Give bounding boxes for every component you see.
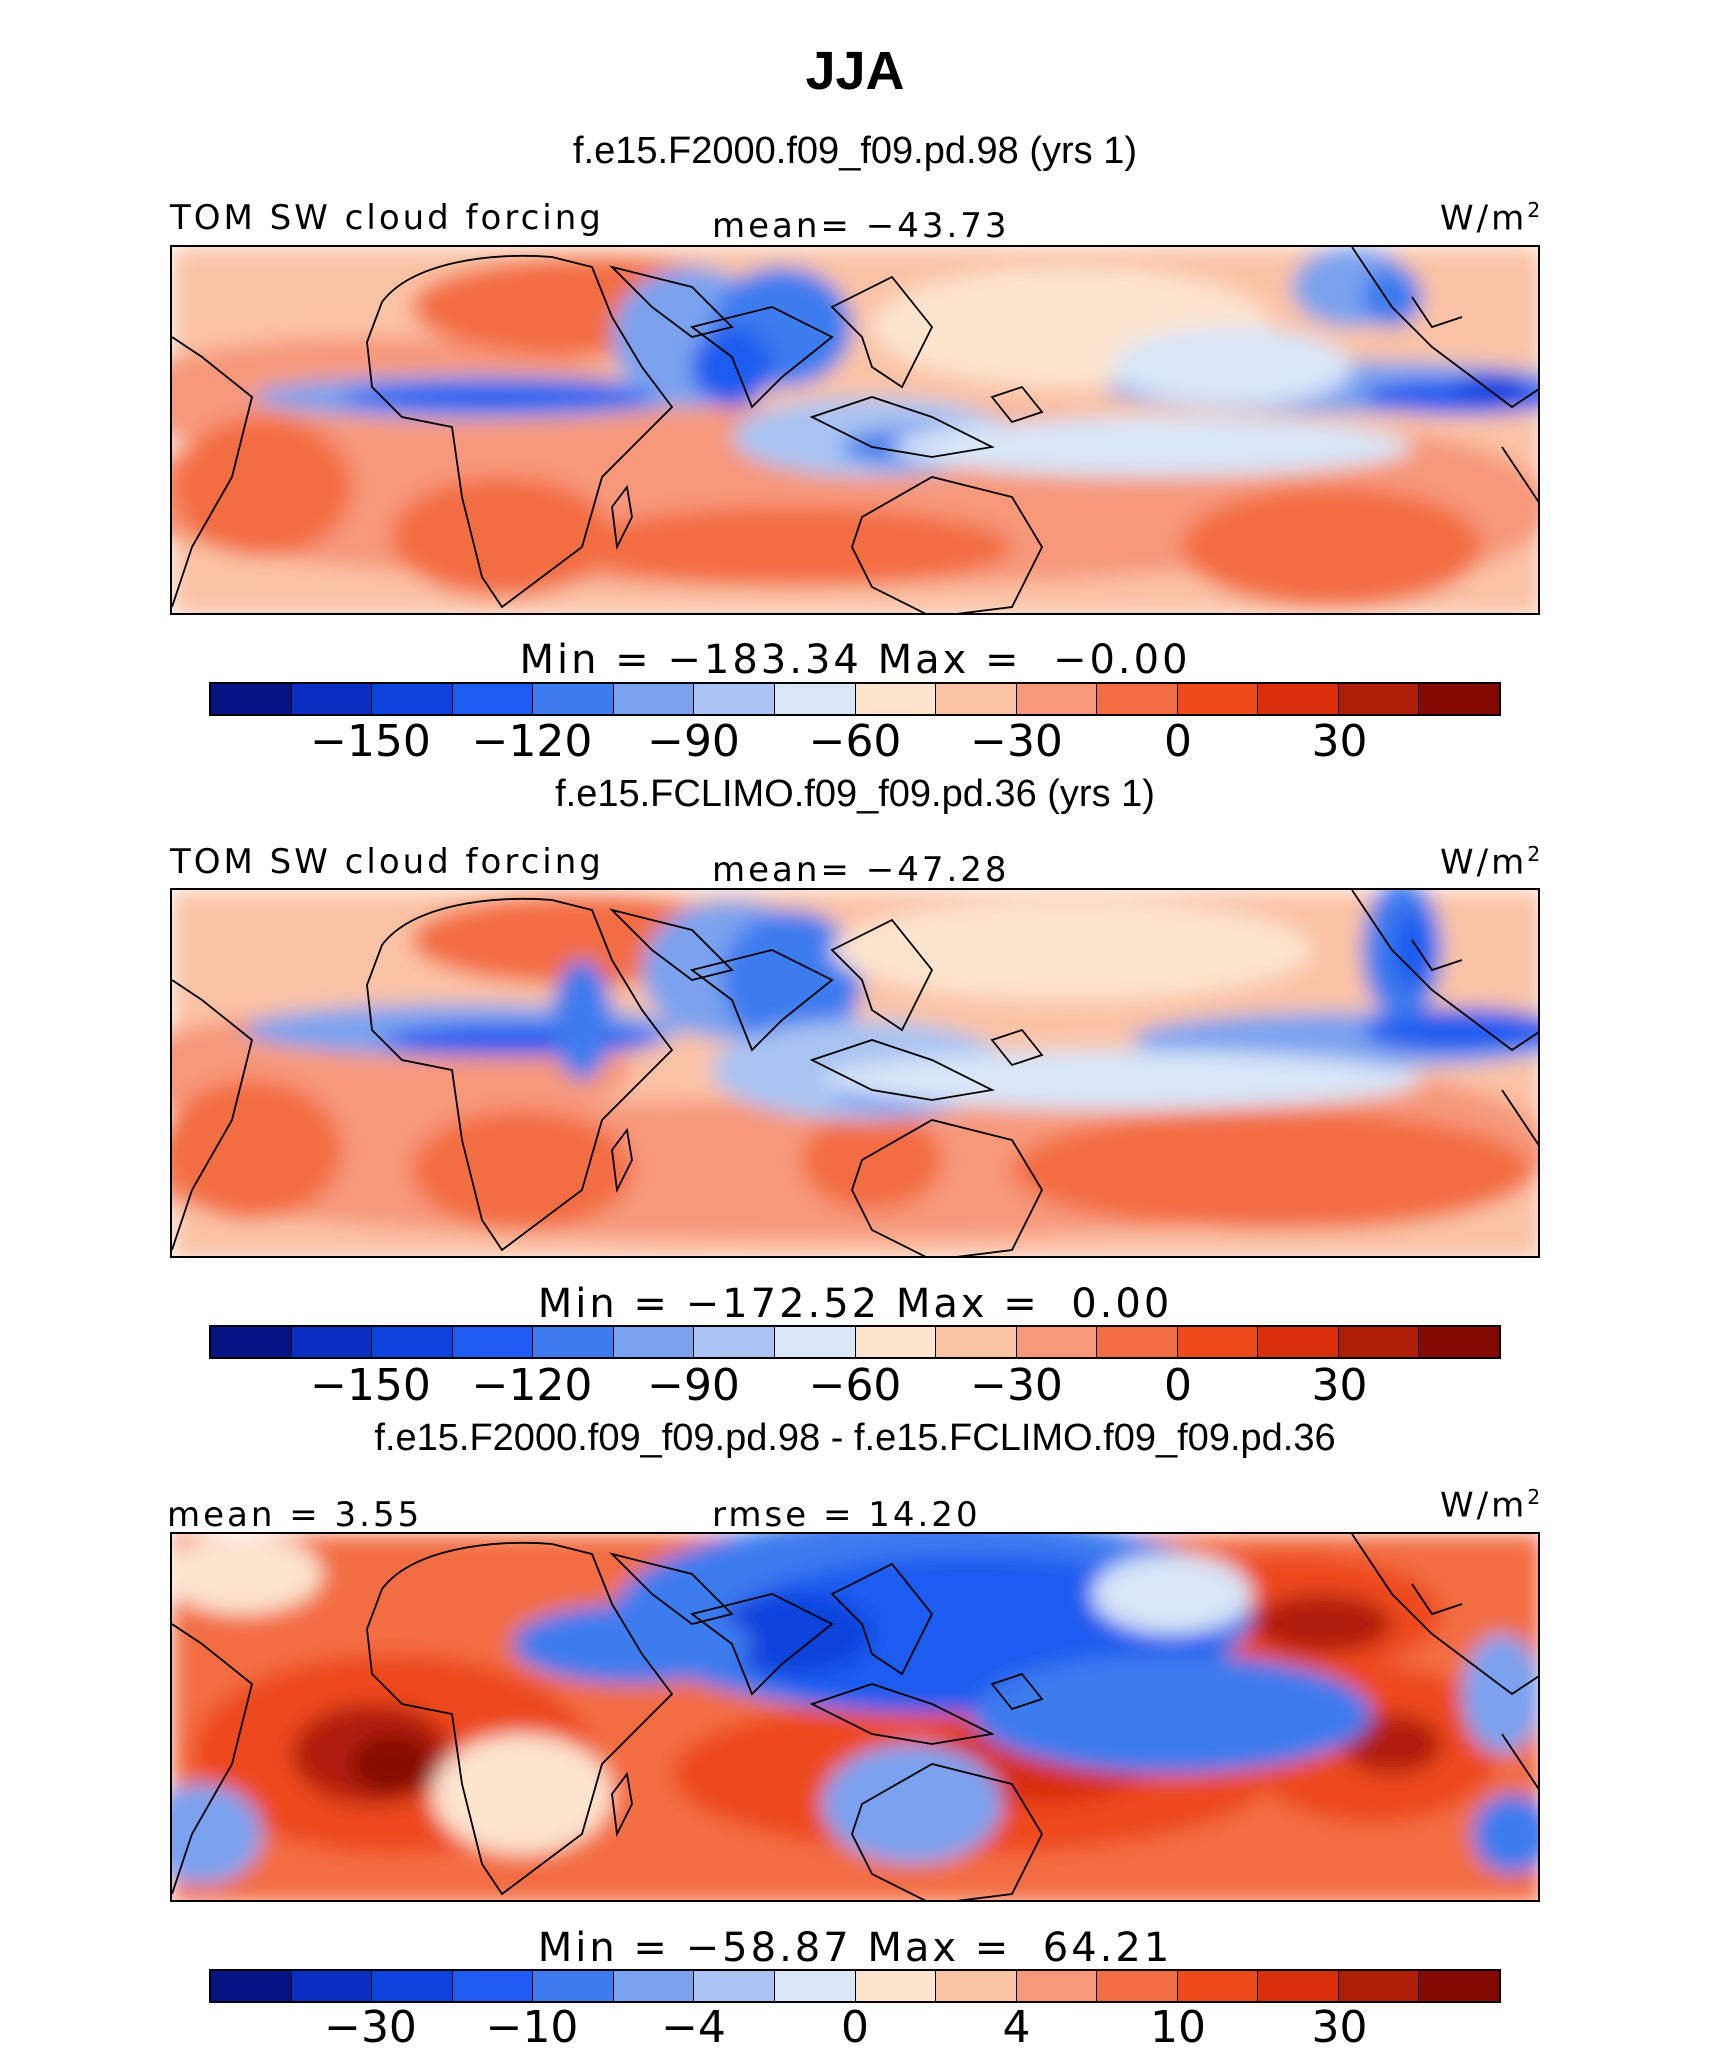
colorbar-tick-label: −150	[310, 1360, 431, 1411]
colorbar-swatch	[936, 1971, 1017, 2001]
panel-3-colorbar	[209, 1969, 1501, 2003]
colorbar-swatch	[1338, 684, 1420, 714]
colorbar-swatch	[1258, 684, 1339, 714]
panel-1-mean-label: mean= −43.73	[712, 206, 1010, 246]
colorbar-tick-label: −60	[808, 1360, 902, 1411]
colorbar-swatch	[211, 1327, 292, 1357]
map-field	[172, 890, 1538, 1256]
colorbar-swatch	[452, 1971, 534, 2001]
colorbar-tick-label: −60	[808, 716, 902, 767]
panel-1-minmax: Min = −183.34 Max = −0.00	[519, 637, 1191, 683]
panel-1-units-label: W/m2	[1440, 198, 1544, 239]
colorbar-swatch	[1016, 684, 1098, 714]
panel-3-units-label: W/m2	[1440, 1485, 1544, 1526]
colorbar-swatch	[291, 1327, 373, 1357]
panel-2-variable-label: TOM SW cloud forcing	[170, 842, 604, 882]
coastlines	[172, 247, 1538, 613]
colorbar-swatch	[1258, 1971, 1339, 2001]
colorbar-tick-label: −150	[310, 716, 431, 767]
colorbar-tick-label: −30	[970, 1360, 1063, 1411]
colorbar-tick-label: 4	[1002, 2002, 1031, 2053]
colorbar-tick-label: 30	[1311, 716, 1368, 767]
colorbar-tick-label: −90	[647, 1360, 740, 1411]
panel-3-minmax: Min = −58.87 Max = 64.21	[537, 1925, 1173, 1971]
colorbar-swatch	[1177, 1971, 1259, 2001]
panel-3-map	[170, 1532, 1540, 1902]
colorbar-swatch	[936, 1327, 1017, 1357]
colorbar-swatch	[1097, 684, 1178, 714]
colorbar-swatch	[291, 1971, 373, 2001]
colorbar-swatch	[1016, 1327, 1098, 1357]
colorbar-swatch	[1419, 684, 1499, 714]
colorbar-tick-label: 10	[1150, 2002, 1206, 2053]
colorbar-tick-label: −30	[970, 716, 1063, 767]
colorbar-tick-label: 30	[1311, 1360, 1368, 1411]
colorbar-swatch	[1258, 1327, 1339, 1357]
colorbar-swatch	[533, 684, 614, 714]
colorbar-tick-label: 0	[1164, 716, 1192, 767]
colorbar-tick-label: −90	[647, 716, 740, 767]
colorbar-swatch	[533, 1327, 614, 1357]
colorbar-tick-label: −30	[324, 2002, 417, 2053]
colorbar-swatch	[372, 684, 453, 714]
colorbar-swatch	[613, 1327, 695, 1357]
colorbar-swatch	[1097, 1971, 1178, 2001]
colorbar-swatch	[855, 1971, 937, 2001]
panel-1-map	[170, 245, 1540, 615]
colorbar-swatch	[694, 684, 775, 714]
colorbar-swatch	[1419, 1327, 1499, 1357]
figure-title: JJA	[805, 41, 905, 101]
panel-2-units-label: W/m2	[1440, 842, 1544, 883]
colorbar-swatch	[694, 1327, 775, 1357]
colorbar-swatch	[1338, 1971, 1420, 2001]
colorbar-swatch	[1419, 1971, 1499, 2001]
colorbar-swatch	[533, 1971, 614, 2001]
colorbar-swatch	[452, 1327, 534, 1357]
colorbar-swatch	[372, 1327, 453, 1357]
panel-2-mean-label: mean= −47.28	[712, 850, 1010, 890]
panel-1-variable-label: TOM SW cloud forcing	[170, 198, 604, 238]
colorbar-tick-label: −10	[485, 2002, 579, 2053]
colorbar-swatch	[372, 1971, 453, 2001]
colorbar-swatch	[694, 1971, 775, 2001]
coastlines	[172, 890, 1538, 1256]
panel-3-mean-label: mean = 3.55	[167, 1495, 423, 1535]
colorbar-swatch	[774, 1971, 856, 2001]
colorbar-swatch	[291, 684, 373, 714]
panel-1-case-title: f.e15.F2000.f09_f09.pd.98 (yrs 1)	[572, 130, 1138, 172]
panel-2-case-title: f.e15.FCLIMO.f09_f09.pd.36 (yrs 1)	[555, 773, 1155, 815]
colorbar-tick-label: −4	[661, 2002, 726, 2053]
colorbar-swatch	[1177, 1327, 1259, 1357]
panel-1-colorbar	[209, 682, 1501, 716]
panel-3-rmse-label: rmse = 14.20	[712, 1495, 981, 1535]
map-field	[172, 1534, 1538, 1900]
colorbar-tick-label: 0	[1164, 1360, 1192, 1411]
colorbar-swatch	[774, 1327, 856, 1357]
colorbar-swatch	[1016, 1971, 1098, 2001]
colorbar-swatch	[1177, 684, 1259, 714]
colorbar-swatch	[211, 1971, 292, 2001]
colorbar-tick-label: −120	[471, 716, 593, 767]
colorbar-swatch	[936, 684, 1017, 714]
colorbar-swatch	[855, 684, 937, 714]
panel-2-colorbar	[209, 1325, 1501, 1359]
coastlines	[172, 1534, 1538, 1900]
panel-3-case-title: f.e15.F2000.f09_f09.pd.98 - f.e15.FCLIMO…	[374, 1417, 1336, 1459]
colorbar-swatch	[1338, 1327, 1420, 1357]
colorbar-swatch	[211, 684, 292, 714]
colorbar-tick-label: 0	[841, 2002, 869, 2053]
colorbar-tick-label: −120	[471, 1360, 593, 1411]
colorbar-swatch	[613, 684, 695, 714]
colorbar-swatch	[1097, 1327, 1178, 1357]
map-field	[172, 247, 1538, 613]
colorbar-swatch	[452, 684, 534, 714]
colorbar-swatch	[855, 1327, 937, 1357]
panel-2-map	[170, 888, 1540, 1258]
panel-2-minmax: Min = −172.52 Max = 0.00	[537, 1281, 1173, 1327]
colorbar-tick-label: 30	[1311, 2002, 1368, 2053]
colorbar-swatch	[613, 1971, 695, 2001]
colorbar-swatch	[774, 684, 856, 714]
